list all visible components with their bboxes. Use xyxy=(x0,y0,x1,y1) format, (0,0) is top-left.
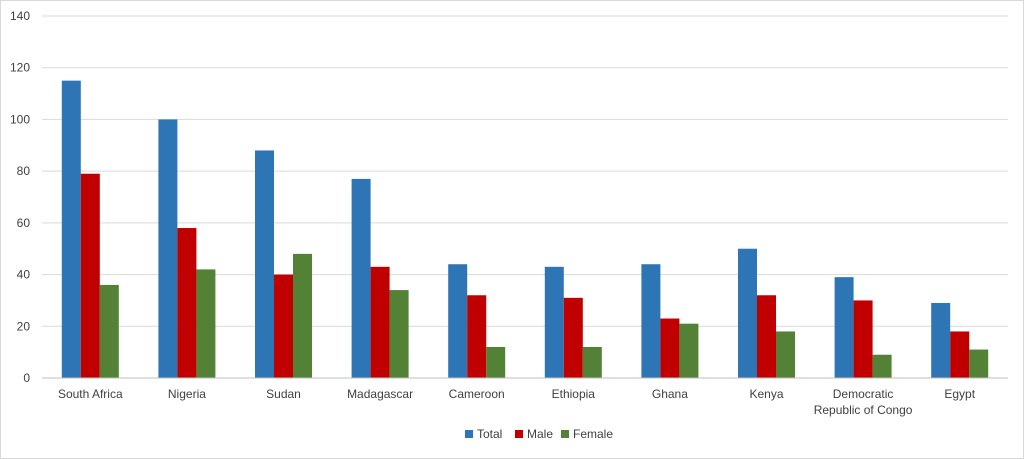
y-tick-label: 20 xyxy=(17,319,31,333)
y-tick-label: 40 xyxy=(17,268,31,282)
bar-total-2 xyxy=(255,150,274,378)
bar-total-1 xyxy=(158,119,178,378)
x-category-label: Ethiopia xyxy=(552,387,596,401)
bar-female-7 xyxy=(776,331,795,378)
y-tick-label: 60 xyxy=(17,216,31,230)
y-tick-label: 120 xyxy=(10,61,30,75)
bar-female-8 xyxy=(872,354,892,378)
bar-male-9 xyxy=(950,331,970,378)
bar-female-2 xyxy=(293,253,312,378)
bar-female-4 xyxy=(486,346,506,378)
y-tick-label: 80 xyxy=(17,164,31,178)
legend: Total Male Female xyxy=(465,427,613,441)
bar-male-1 xyxy=(177,228,197,378)
x-category-label: Kenya xyxy=(749,387,783,401)
x-category-label: Sudan xyxy=(266,387,301,401)
bar-total-7 xyxy=(738,248,757,378)
bar-male-5 xyxy=(563,297,583,378)
bar-male-6 xyxy=(660,318,680,378)
bar-male-7 xyxy=(757,295,776,378)
bar-female-5 xyxy=(582,346,602,378)
bar-female-0 xyxy=(99,284,119,378)
x-category-label: Madagascar xyxy=(347,387,413,401)
legend-label-female: Female xyxy=(573,427,613,441)
bar-total-9 xyxy=(931,303,951,378)
x-category-label: Nigeria xyxy=(168,387,206,401)
x-category-label: Democratic Republic of Congo xyxy=(814,387,913,417)
bar-male-4 xyxy=(467,295,487,378)
x-category-label: South Africa xyxy=(58,387,123,401)
bar-male-2 xyxy=(274,274,293,378)
x-category-label: Ghana xyxy=(652,387,688,401)
bar-male-8 xyxy=(853,300,873,378)
x-category-label: Egypt xyxy=(944,387,975,401)
bar-total-3 xyxy=(351,178,371,378)
legend-label-total: Total xyxy=(477,427,502,441)
x-category-label: Cameroon xyxy=(449,387,505,401)
bar-total-8 xyxy=(834,277,854,378)
legend-swatch-total xyxy=(465,430,473,438)
legend-swatch-male xyxy=(515,430,523,438)
bars xyxy=(61,80,989,379)
y-tick-label: 0 xyxy=(23,371,30,385)
bar-total-5 xyxy=(544,266,564,378)
bar-female-6 xyxy=(679,323,699,378)
bar-female-9 xyxy=(969,349,989,378)
bar-female-3 xyxy=(389,290,409,378)
legend-swatch-female xyxy=(561,430,569,438)
bar-total-0 xyxy=(61,80,81,379)
y-tick-label: 140 xyxy=(10,9,30,23)
bar-total-6 xyxy=(641,264,661,378)
y-axis-ticks: 0 20 40 60 80 100 120 140 xyxy=(10,9,30,385)
bar-male-0 xyxy=(80,173,100,378)
legend-label-male: Male xyxy=(527,427,553,441)
x-axis-categories: South Africa Nigeria Sudan Madagascar Camero… xyxy=(58,387,976,417)
bar-male-3 xyxy=(370,266,390,378)
bar-female-1 xyxy=(196,269,216,378)
bar-total-4 xyxy=(448,264,468,378)
y-tick-label: 100 xyxy=(10,112,30,126)
